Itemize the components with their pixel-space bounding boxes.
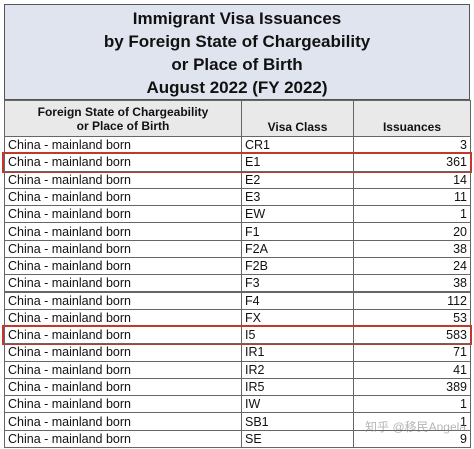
visa-class-cell: IW [241, 395, 354, 414]
visa-class-cell: F1 [241, 222, 354, 241]
visa-class-cell: IR2 [241, 360, 354, 379]
issuances-cell: 9 [353, 429, 471, 448]
country-cell: China - mainland born [4, 395, 242, 414]
country-cell: China - mainland born [4, 360, 242, 379]
country-cell: China - mainland born [4, 343, 242, 362]
header-line: Foreign State of Chargeability [37, 104, 209, 119]
visa-class-cell: F2A [241, 239, 354, 258]
title-line: August 2022 (FY 2022) [146, 78, 328, 97]
issuances-cell: 14 [353, 170, 471, 189]
issuances-cell: 38 [353, 239, 471, 258]
title-line: by Foreign State of Chargeability [103, 32, 371, 51]
country-cell: China - mainland born [4, 274, 242, 293]
issuances-cell: 1 [353, 395, 471, 414]
header-cell: Foreign State of Chargeability or Place o… [4, 100, 242, 137]
visa-class-cell: F4 [241, 291, 354, 310]
issuances-cell: 24 [353, 256, 471, 276]
issuances-cell: 3 [353, 136, 471, 155]
visa-class-cell: F2B [241, 256, 354, 276]
issuances-cell: 53 [353, 308, 471, 328]
visa-class-cell: IR5 [241, 377, 354, 397]
visa-class-cell: EW [241, 205, 354, 224]
header-line: or Place of Birth [76, 118, 170, 133]
country-cell: China - mainland born [4, 239, 242, 258]
visa-class-cell: CR1 [241, 136, 354, 155]
visa-class-cell: E2 [241, 170, 354, 189]
country-cell: China - mainland born [4, 377, 242, 397]
title-line: or Place of Birth [171, 55, 303, 74]
title-line: Immigrant Visa Issuances [132, 9, 342, 28]
visa-class-cell: SB1 [241, 412, 354, 431]
issuances-cell: 361 [353, 153, 471, 172]
country-cell: China - mainland born [4, 308, 242, 328]
title-block: Immigrant Visa Issuances by Foreign State… [4, 4, 470, 100]
country-cell: China - mainland born [4, 187, 242, 207]
issuances-cell: 41 [353, 360, 471, 379]
issuances-cell: 11 [353, 187, 471, 207]
header-cell: Visa Class [241, 100, 354, 137]
visa-class-cell: FX [241, 308, 354, 328]
country-cell: China - mainland born [4, 153, 242, 172]
issuances-cell: 71 [353, 343, 471, 362]
header-cell: Issuances [353, 100, 471, 137]
visa-class-cell: E3 [241, 187, 354, 207]
issuances-cell: 20 [353, 222, 471, 241]
country-cell: China - mainland born [4, 256, 242, 276]
visa-class-cell: F3 [241, 274, 354, 293]
issuances-cell: 38 [353, 274, 471, 293]
issuances-cell: 389 [353, 377, 471, 397]
issuances-cell: 1 [353, 205, 471, 224]
visa-class-cell: E1 [241, 153, 354, 172]
country-cell: China - mainland born [4, 326, 242, 345]
country-cell: China - mainland born [4, 412, 242, 431]
country-cell: China - mainland born [4, 291, 242, 310]
visa-class-cell: I5 [241, 326, 354, 345]
visa-class-cell: IR1 [241, 343, 354, 362]
issuances-cell: 112 [353, 291, 471, 310]
issuances-cell: 583 [353, 326, 471, 345]
watermark: 知乎 @移民Angela [365, 420, 466, 434]
country-cell: China - mainland born [4, 222, 242, 241]
country-cell: China - mainland born [4, 136, 242, 155]
visa-class-cell: SE [241, 429, 354, 448]
country-cell: China - mainland born [4, 429, 242, 448]
country-cell: China - mainland born [4, 170, 242, 189]
country-cell: China - mainland born [4, 205, 242, 224]
